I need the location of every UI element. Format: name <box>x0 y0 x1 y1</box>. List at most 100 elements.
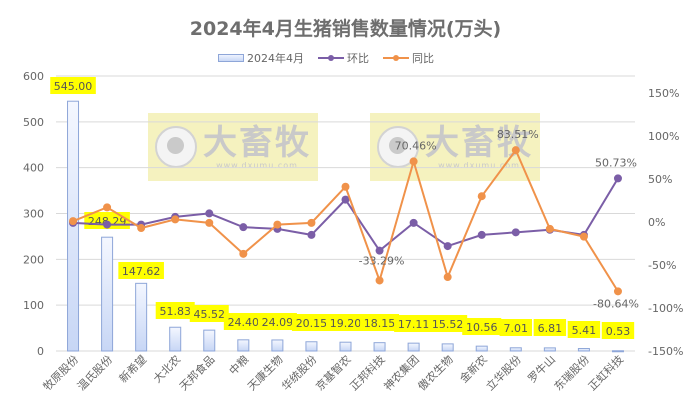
line-marker[interactable] <box>171 215 180 224</box>
bar[interactable] <box>237 339 250 352</box>
line-marker[interactable] <box>443 273 452 282</box>
chart-title: 2024年4月生猪销售数量情况(万头) <box>189 18 502 40</box>
bar[interactable] <box>407 342 420 352</box>
category-label: 中粮 <box>226 352 251 377</box>
bar[interactable] <box>611 350 624 353</box>
line-marker[interactable] <box>205 218 214 227</box>
right-axis-tick: 100% <box>648 130 679 143</box>
line-marker[interactable] <box>69 217 78 226</box>
legend-item-bar[interactable]: 2024年4月 <box>218 50 304 66</box>
bar[interactable] <box>339 341 352 352</box>
watermark-logo-icon <box>155 126 197 168</box>
category-label: 大北农 <box>150 352 183 385</box>
line-marker[interactable] <box>511 146 520 155</box>
line-marker[interactable] <box>375 246 384 255</box>
line-marker[interactable] <box>409 157 418 166</box>
bar[interactable] <box>101 236 114 352</box>
category-label: 正虹科技 <box>585 352 626 393</box>
category-label: 傲农生物 <box>415 352 456 393</box>
legend-item-huanbi[interactable]: 环比 <box>318 50 369 66</box>
line-annotation: 70.46% <box>395 139 437 152</box>
bar-value-label: 19.20 <box>330 317 362 330</box>
line-marker[interactable] <box>477 192 486 201</box>
line-marker[interactable] <box>375 276 384 285</box>
left-axis-tick: 400 <box>23 162 44 175</box>
line-annotation: -33.29% <box>359 255 405 268</box>
right-axis-tick: 50% <box>648 173 672 186</box>
bar[interactable] <box>305 341 318 352</box>
line-marker[interactable] <box>103 220 112 229</box>
bar[interactable] <box>577 348 590 352</box>
bar[interactable] <box>543 347 556 352</box>
line-marker[interactable] <box>579 232 588 241</box>
line-marker[interactable] <box>613 174 622 183</box>
bar[interactable] <box>373 342 386 352</box>
line-marker[interactable] <box>613 287 622 296</box>
line-marker[interactable] <box>409 218 418 227</box>
category-label: 立华股份 <box>483 352 524 393</box>
bar-label-bg <box>223 313 263 330</box>
bar-value-label: 15.52 <box>432 318 464 331</box>
line-annotation: -80.64% <box>593 297 639 310</box>
left-axis-tick: 0 <box>37 345 44 358</box>
watermark-logo-icon <box>377 126 419 168</box>
bar-value-label: 45.52 <box>194 308 226 321</box>
bar[interactable] <box>203 329 216 352</box>
category-label: 正邦科技 <box>347 352 388 393</box>
line-marker[interactable] <box>103 203 112 212</box>
bar-label-bg <box>360 314 400 331</box>
left-axis-tick: 200 <box>23 253 44 266</box>
line-marker[interactable] <box>511 228 520 237</box>
line-marker[interactable] <box>545 224 554 233</box>
left-axis-tick: 100 <box>23 299 44 312</box>
line-marker[interactable] <box>239 223 248 232</box>
bar[interactable] <box>509 347 522 352</box>
line-marker[interactable] <box>239 249 248 258</box>
right-axis-tick: -100% <box>648 302 683 315</box>
bar[interactable] <box>475 345 488 352</box>
bar-label-bg <box>155 302 195 319</box>
line-annotation: 50.73% <box>595 156 637 169</box>
right-axis-tick: -50% <box>648 259 676 272</box>
line-marker[interactable] <box>341 195 350 204</box>
line-marker[interactable] <box>477 230 486 239</box>
category-label: 牧原股份 <box>40 352 81 393</box>
bar[interactable] <box>271 339 284 352</box>
left-axis-tick: 300 <box>23 208 44 221</box>
category-label: 新希望 <box>116 352 149 385</box>
bar-value-label: 51.83 <box>159 305 191 318</box>
legend: 2024年4月 环比 同比 <box>218 50 434 66</box>
bar-value-label: 17.11 <box>398 318 430 331</box>
left-axis-tick: 500 <box>23 116 44 129</box>
right-axis-tick: 150% <box>648 87 679 100</box>
bar-label-bg <box>462 318 502 335</box>
line-marker[interactable] <box>307 218 316 227</box>
bar-value-label: 20.15 <box>296 317 328 330</box>
orange-line-marker-icon <box>383 55 409 61</box>
line-marker[interactable] <box>443 242 452 251</box>
category-label: 东瑞股份 <box>551 352 592 393</box>
bar-label-bg <box>533 319 567 336</box>
line-marker[interactable] <box>273 220 282 229</box>
bar-label-bg <box>291 314 331 331</box>
legend-item-tongbi[interactable]: 同比 <box>383 50 434 66</box>
bar-value-label: 24.09 <box>262 316 294 329</box>
line-marker[interactable] <box>341 182 350 191</box>
bar[interactable] <box>441 343 454 352</box>
line-marker[interactable] <box>205 209 214 218</box>
bar-label-bg <box>189 305 229 322</box>
category-label: 金新农 <box>457 352 490 385</box>
line-marker[interactable] <box>137 224 146 233</box>
bar-value-label: 6.81 <box>538 322 563 335</box>
bar-label-bg <box>326 314 365 331</box>
purple-line-marker-icon <box>318 55 344 61</box>
bar[interactable] <box>169 326 182 352</box>
line-annotation: 83.51% <box>497 128 539 141</box>
bar[interactable] <box>135 282 148 352</box>
bar-label-bg <box>118 262 164 279</box>
category-label: 华统股份 <box>279 352 320 393</box>
line-marker[interactable] <box>307 230 316 239</box>
bar-value-label: 147.62 <box>122 265 161 278</box>
bar-label-bg <box>567 321 601 338</box>
